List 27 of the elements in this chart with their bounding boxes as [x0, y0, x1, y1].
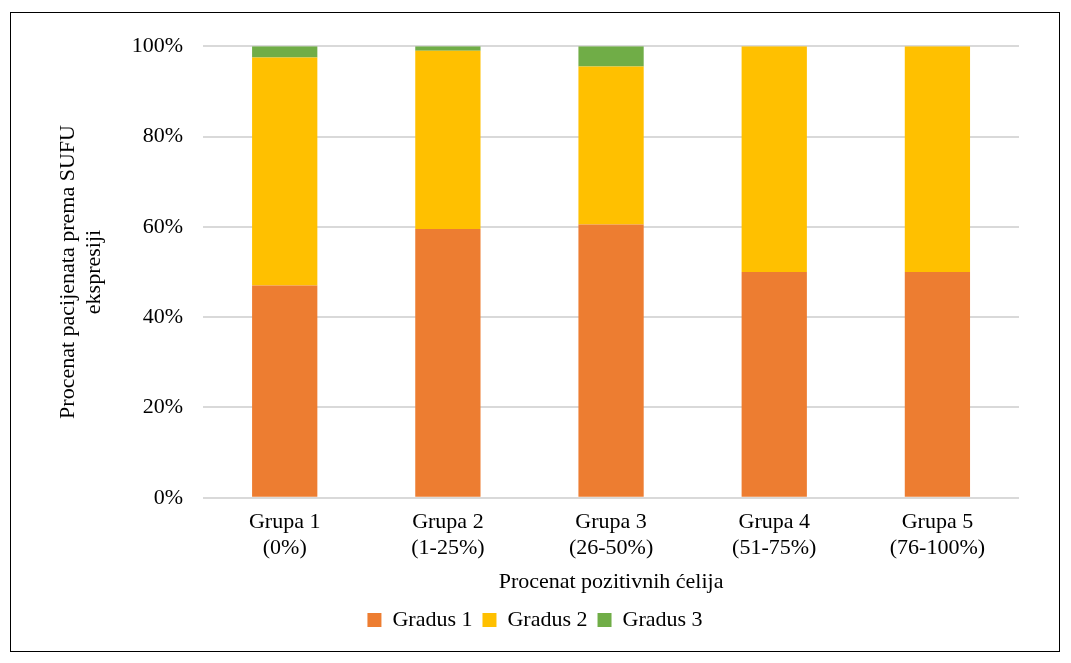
- y-tick-label: 80%: [142, 122, 184, 148]
- y-tick-label: 100%: [131, 31, 184, 57]
- x-tick-label: Grupa 3 (26-50%): [568, 507, 654, 560]
- y-tick-label: 60%: [142, 212, 184, 238]
- x-tick-label: Grupa 4 (51-75%): [732, 507, 817, 560]
- bar: [741, 46, 807, 272]
- x-axis-title: Procenat pozitivnih ćelija: [498, 567, 724, 593]
- bar: [578, 46, 644, 67]
- legend-label: Gradus 2: [507, 605, 588, 631]
- bar: [904, 272, 971, 497]
- bar: [904, 46, 971, 272]
- bar: [252, 285, 318, 497]
- y-axis-title: Procenat pacijenata prema SUFU ekspresiji: [53, 124, 106, 419]
- x-tick-label: Grupa 5 (76-100%): [889, 507, 986, 560]
- y-tick-label: 20%: [142, 393, 184, 419]
- bar: [252, 57, 318, 286]
- x-tick-label: Grupa 2 (1-25%): [411, 507, 485, 560]
- bar: [741, 272, 807, 497]
- bar: [578, 66, 644, 225]
- y-tick-label: 40%: [142, 302, 184, 328]
- legend-label: Gradus 3: [622, 605, 703, 631]
- bar: [415, 229, 481, 497]
- bar: [578, 224, 644, 497]
- y-tick-label: 0%: [153, 483, 184, 509]
- x-tick-label: Grupa 1 (0%): [248, 507, 321, 560]
- legend-label: Gradus 1: [392, 605, 473, 631]
- bar: [415, 50, 481, 230]
